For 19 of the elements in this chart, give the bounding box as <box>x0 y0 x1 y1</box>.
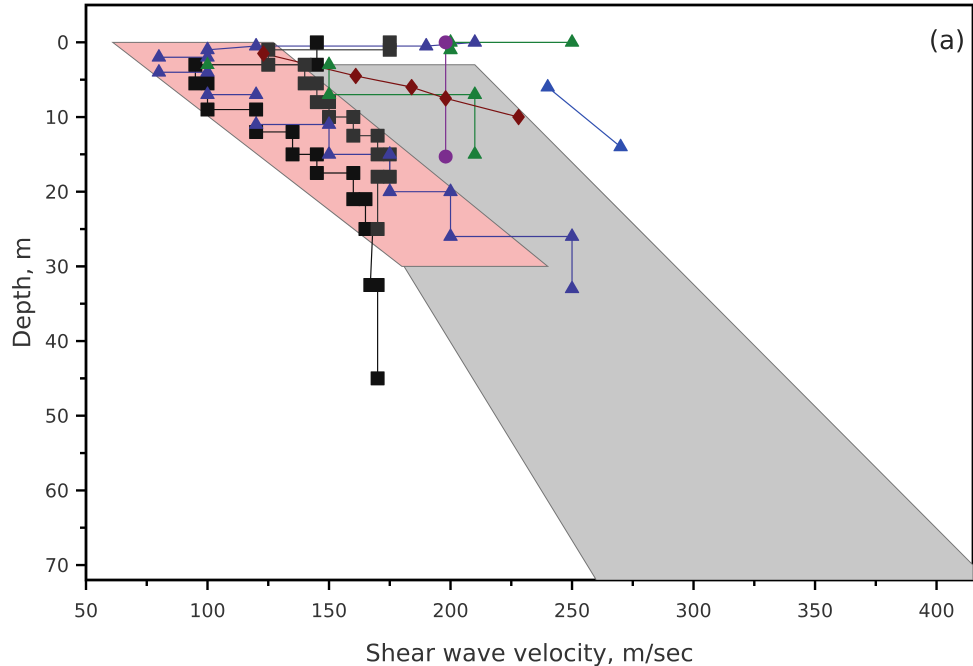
x-tick-label: 400 <box>919 603 954 618</box>
y-tick-label: 50 <box>46 408 68 423</box>
x-tick-label: 100 <box>192 603 224 618</box>
y-tick-label: 70 <box>46 558 68 572</box>
y-tick-label: 0 <box>58 35 68 50</box>
x-tick-label: 50 <box>75 603 97 618</box>
y-axis-title: Depth, m <box>12 238 36 346</box>
y-tick-label: 10 <box>46 110 68 124</box>
x-axis-title: Shear wave velocity, m/sec <box>367 643 692 666</box>
annotation: (a) <box>931 29 963 52</box>
x-tick-label: 350 <box>798 603 832 618</box>
x-tick-label: 300 <box>676 603 710 618</box>
y-tick-label: 20 <box>46 184 68 199</box>
y-tick-label: 30 <box>46 259 68 274</box>
y-tick-label: 40 <box>46 334 68 348</box>
y-tick-label: 60 <box>46 483 68 498</box>
x-tick-label: 250 <box>555 603 589 618</box>
x-tick-label: 200 <box>434 603 468 618</box>
x-tick-label: 150 <box>313 603 346 618</box>
